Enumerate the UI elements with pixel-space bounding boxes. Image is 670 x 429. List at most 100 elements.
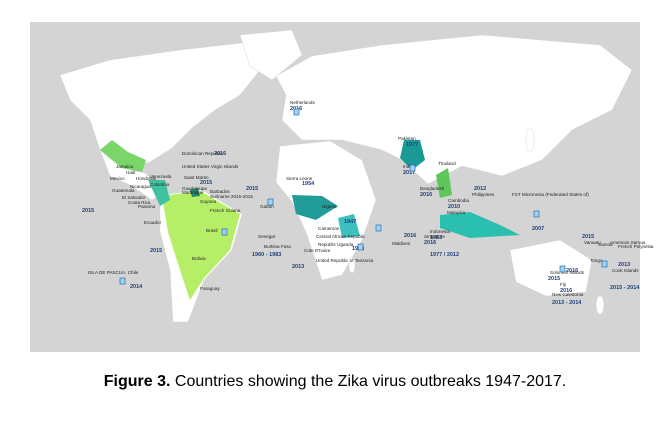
map-label: 2016 <box>214 151 226 157</box>
map-label: Suriname 2015-2016 <box>210 194 253 199</box>
outbreak-marker <box>601 260 608 268</box>
map-label: 2015 - 2014 <box>610 285 640 291</box>
map-label: 2010 <box>448 204 460 210</box>
map-label: New Caledonia <box>552 292 584 297</box>
map-label: El Salvador <box>122 195 146 200</box>
map-label: 1977 / 2012 <box>430 252 459 258</box>
map-label: Dominican Republic <box>182 151 224 156</box>
map-label: Singapore <box>424 234 445 239</box>
map-label: India <box>403 164 413 169</box>
map-label: 2013 <box>618 262 630 268</box>
map-label: French Polynesia <box>618 244 654 249</box>
map-label: Martinique <box>182 190 204 195</box>
map-label: Saint Martin <box>184 175 209 180</box>
map-label: Guyana <box>200 199 217 204</box>
map-label: French Guiana <box>210 208 241 213</box>
map-label: Cook Islands <box>612 268 639 273</box>
map-label: Bangladesh <box>420 186 445 191</box>
map-label: 2016 <box>404 233 416 239</box>
map-label: Vanuatu <box>584 240 601 245</box>
map-label: Cameroon <box>318 226 340 231</box>
map-label: Jamaica <box>116 164 134 169</box>
map-label: 2013 <box>292 264 304 270</box>
map-label: 2016 <box>566 268 578 274</box>
map-label: Brasil <box>206 228 218 233</box>
map-label: Mexico <box>110 176 125 181</box>
map-label: Colombia <box>150 182 170 187</box>
map-label: Burkina Faso <box>264 244 292 249</box>
map-label: Paraguay <box>200 286 220 291</box>
map-label: 2016 <box>560 288 572 294</box>
outbreak-marker <box>221 228 228 236</box>
map-label: Netherlands <box>290 100 315 105</box>
map-label: Indonesia <box>430 229 450 234</box>
map-label: Nigeria <box>322 204 337 209</box>
map-label: FST Micronesia (Federated States of) <box>512 192 589 197</box>
map-label: Republic Uganda <box>318 242 354 247</box>
map-label: 1977 <box>406 142 418 148</box>
map-label: Barbados <box>210 189 230 194</box>
map-label: 2017 <box>403 170 415 176</box>
map-label: 2012 <box>474 186 486 192</box>
map-label: Pakistan <box>398 136 416 141</box>
map-label: 2014 <box>130 284 143 290</box>
outbreak-marker <box>293 108 300 116</box>
map-label: Solomon Islands <box>550 270 585 275</box>
outbreak-marker <box>533 210 540 218</box>
map-label: 1954 <box>302 181 315 187</box>
map-label: 1960 - 1983 <box>252 252 281 258</box>
map-label: United Republic of Tanzania <box>316 258 374 263</box>
map-label: American Samoa <box>610 240 646 245</box>
map-label: Haiti <box>126 170 135 175</box>
map-label: Thailand <box>438 161 456 166</box>
outbreak-marker <box>267 198 274 206</box>
map-label: 2015 <box>548 276 560 282</box>
map-label: 1953 <box>430 235 442 241</box>
affected-countries <box>100 140 520 300</box>
map-label: 2015 <box>246 186 258 192</box>
outbreak-marker <box>375 224 382 232</box>
map-label: Nicaragua <box>130 184 151 189</box>
outbreak-marker <box>409 164 416 172</box>
map-label: Venezuela <box>150 174 172 179</box>
caption-text: Countries showing the Zika virus outbrea… <box>174 373 567 390</box>
map-label: 2016 <box>424 240 436 246</box>
map-label: Bolivia <box>192 256 206 261</box>
map-label: 2013 - 2014 <box>552 300 582 306</box>
map-label: Samoa <box>598 242 613 247</box>
map-label: Guadeloupe <box>182 186 207 191</box>
outbreak-marker <box>559 265 566 273</box>
map-label: Fiji <box>560 282 566 287</box>
map-label: Senegal <box>258 234 275 239</box>
outbreak-marker <box>357 243 364 251</box>
map-label: United States Virgin Islands <box>182 164 239 169</box>
map-label: 2007 <box>532 226 544 232</box>
map-label: Sierra Leone <box>286 176 313 181</box>
map-label: Central African Republic <box>316 234 366 239</box>
map-label: 2015 <box>582 234 594 240</box>
map-label: Maldives <box>392 241 411 246</box>
map-label: Philippines <box>472 192 495 197</box>
map-label: 2015 <box>150 248 162 254</box>
map-label: 2015 <box>200 180 212 186</box>
map-label: Ecuador <box>144 220 162 225</box>
outbreak-marker <box>119 277 126 285</box>
map-label: 2015 <box>82 208 94 214</box>
map-label: Guatemala <box>112 188 135 193</box>
map-label: 1947 <box>344 219 356 225</box>
map-label: Gabon <box>260 204 274 209</box>
map-label: Costa Rica <box>128 200 151 205</box>
caption: Figure 3. Countries showing the Zika vir… <box>0 373 670 391</box>
map-label: ISLA DE PASCUA, Chile <box>88 270 139 275</box>
map-label: 2016 <box>420 192 432 198</box>
map-label: Cambodia <box>448 198 469 203</box>
map-label: Panama <box>138 204 156 209</box>
map-label: Cote D'Ivoire <box>304 248 331 253</box>
map-label: Tonga <box>590 258 603 263</box>
caption-label: Figure 3. <box>103 373 171 390</box>
map-label: Honduras <box>136 176 157 181</box>
map-label: Malaysia <box>447 210 466 215</box>
